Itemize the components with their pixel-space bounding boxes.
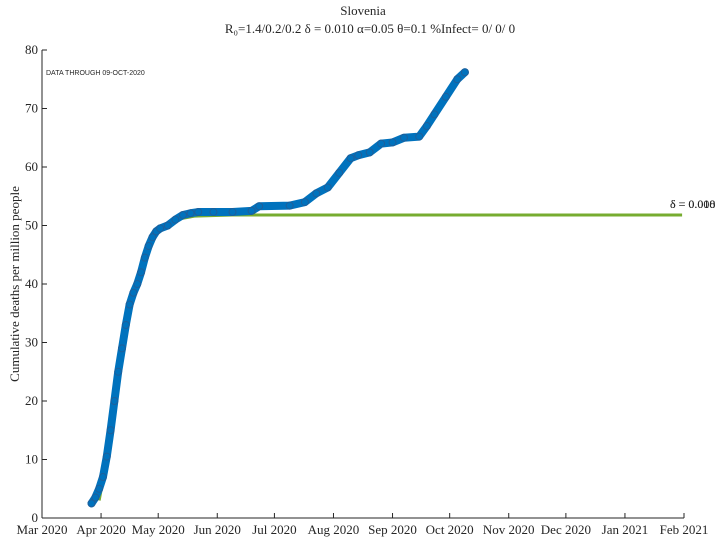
x-tick-label: Jan 2021 xyxy=(602,522,649,537)
data-point xyxy=(354,151,363,160)
model-line xyxy=(97,213,683,501)
data-point xyxy=(163,221,172,230)
data-point xyxy=(102,452,111,461)
data-point xyxy=(121,320,130,329)
data-point xyxy=(422,122,431,131)
annotation: δ = 0.010 xyxy=(670,197,715,211)
data-point xyxy=(453,75,462,84)
series-trace xyxy=(87,68,469,508)
y-tick-label: 80 xyxy=(25,42,38,57)
y-tick-label: 50 xyxy=(25,218,38,233)
data-point xyxy=(300,198,309,207)
data-point xyxy=(365,148,374,157)
data-point xyxy=(415,132,424,141)
data-point xyxy=(388,138,397,147)
data-point xyxy=(144,241,153,250)
data-point xyxy=(335,168,344,177)
y-tick-label: 0 xyxy=(32,510,39,525)
data-point xyxy=(98,473,107,482)
x-tick-label: Sep 2020 xyxy=(368,522,417,537)
x-tick-label: Mar 2020 xyxy=(17,522,68,537)
data-point xyxy=(346,154,355,163)
y-tick-label: 40 xyxy=(25,276,38,291)
x-tick-label: Feb 2021 xyxy=(660,522,709,537)
data-point xyxy=(91,493,100,502)
data-point xyxy=(430,110,439,119)
data-point xyxy=(125,300,134,309)
data-point xyxy=(441,92,450,101)
data-point xyxy=(87,499,96,508)
annotation: δ = 0.008 xyxy=(670,197,715,211)
x-tick-label: Dec 2020 xyxy=(541,522,591,537)
data-point xyxy=(148,233,157,242)
data-point xyxy=(95,484,104,493)
data-point xyxy=(255,202,264,211)
data-point xyxy=(178,210,187,219)
x-tick-label: May 2020 xyxy=(132,522,185,537)
data-point xyxy=(285,201,294,210)
data-point xyxy=(110,397,119,405)
data-point xyxy=(194,208,203,217)
data-point xyxy=(228,208,237,217)
data-point xyxy=(114,367,123,376)
y-tick-label: 60 xyxy=(25,159,38,174)
data-point xyxy=(460,68,469,77)
x-tick-label: Jul 2020 xyxy=(252,522,296,537)
annotation: DATA THROUGH 09-OCT-2020 xyxy=(46,70,145,77)
data-point xyxy=(312,189,321,198)
y-tick-label: 10 xyxy=(25,452,38,467)
data-point xyxy=(118,344,127,353)
y-axis-label: Cumulative deaths per million people xyxy=(7,186,22,382)
x-tick-label: Apr 2020 xyxy=(76,522,125,537)
data-point xyxy=(377,139,386,148)
y-tick-label: 20 xyxy=(25,393,38,408)
x-tick-label: Nov 2020 xyxy=(483,522,535,537)
data-point xyxy=(137,268,146,277)
x-tick-label: Jun 2020 xyxy=(194,522,241,537)
chart-subtitle: R₀=1.4/0.2/0.2 δ = 0.010 α=0.05 θ=0.1 %I… xyxy=(225,21,515,36)
data-point xyxy=(323,183,332,192)
data-point xyxy=(186,209,195,218)
data-point xyxy=(106,426,115,435)
data-point xyxy=(171,215,180,224)
data-point xyxy=(156,224,165,233)
data-point xyxy=(247,206,256,215)
data-point xyxy=(140,253,149,262)
y-tick-label: 70 xyxy=(25,101,38,116)
data-point xyxy=(399,133,408,142)
x-tick-label: Aug 2020 xyxy=(308,522,360,537)
y-tick-label: 30 xyxy=(25,335,38,350)
x-tick-label: Oct 2020 xyxy=(426,522,474,537)
data-point xyxy=(133,280,142,288)
data-point xyxy=(129,288,138,297)
chart-title: Slovenia xyxy=(340,3,386,18)
data-point xyxy=(209,208,218,217)
